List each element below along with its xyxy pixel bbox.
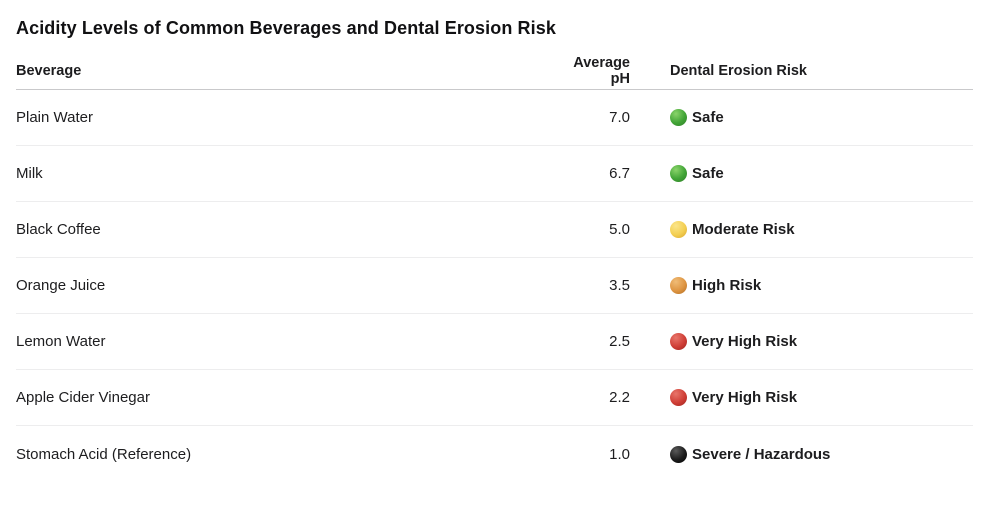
beverage-name: Plain Water (16, 109, 93, 126)
erosion-risk-label: Moderate Risk (692, 221, 795, 238)
table-header-row: Beverage Average pH Dental Erosion Risk (16, 44, 973, 90)
beverages-table: Beverage Average pH Dental Erosion Risk … (16, 44, 973, 482)
table-body: Plain Water 7.0 Safe Milk 6.7 Safe Black Coffe… (16, 90, 973, 482)
erosion-risk-cell: Safe (630, 109, 973, 126)
table-row: Black Coffee 5.0 Moderate Risk (16, 202, 973, 258)
green-circle-icon (670, 109, 687, 126)
average-ph-value: 5.0 (609, 221, 630, 238)
table-row: Orange Juice 3.5 High Risk (16, 258, 973, 314)
column-header-average-ph: Average pH (573, 54, 630, 87)
average-ph-value: 7.0 (609, 109, 630, 126)
erosion-risk-cell: Moderate Risk (630, 221, 973, 238)
erosion-risk-label: Very High Risk (692, 389, 798, 406)
erosion-risk-cell: Severe / Hazardous (630, 445, 973, 463)
erosion-risk-label: Severe / Hazardous (692, 445, 831, 463)
erosion-risk-label: High Risk (692, 277, 762, 294)
column-header-beverage: Beverage (16, 62, 82, 79)
page-title: Acidity Levels of Common Beverages and D… (16, 18, 556, 38)
yellow-circle-icon (670, 221, 687, 238)
beverage-name: Lemon Water (16, 333, 106, 350)
average-ph-value: 3.5 (609, 277, 630, 294)
green-circle-icon (670, 165, 687, 182)
erosion-risk-label: Safe (692, 109, 724, 126)
page: Acidity Levels of Common Beverages and D… (16, 18, 973, 482)
erosion-risk-label: Very High Risk (692, 333, 798, 350)
beverage-name: Apple Cider Vinegar (16, 389, 150, 406)
beverage-name: Milk (16, 165, 43, 182)
erosion-risk-cell: High Risk (630, 277, 973, 294)
table-row: Plain Water 7.0 Safe (16, 90, 973, 146)
average-ph-value: 2.2 (609, 389, 630, 406)
red-circle-icon (670, 389, 687, 406)
average-ph-value: 1.0 (609, 445, 630, 463)
beverage-name: Stomach Acid (Reference) (16, 445, 192, 463)
erosion-risk-label: Safe (692, 165, 724, 182)
erosion-risk-cell: Very High Risk (630, 333, 973, 350)
beverage-name: Orange Juice (16, 277, 106, 294)
erosion-risk-cell: Safe (630, 165, 973, 182)
average-ph-value: 2.5 (609, 333, 630, 350)
red-circle-icon (670, 333, 687, 350)
erosion-risk-cell: Very High Risk (630, 389, 973, 406)
table-row: Lemon Water 2.5 Very High Risk (16, 314, 973, 370)
column-header-erosion-risk: Dental Erosion Risk (670, 62, 807, 79)
beverage-name: Black Coffee (16, 221, 101, 238)
table-row: Apple Cider Vinegar 2.2 Very High Risk (16, 370, 973, 426)
average-ph-value: 6.7 (609, 165, 630, 182)
table-row: Stomach Acid (Reference) 1.0 Severe / Haza… (16, 426, 973, 482)
black-circle-icon (670, 445, 687, 463)
orange-circle-icon (670, 277, 687, 294)
table-row: Milk 6.7 Safe (16, 146, 973, 202)
